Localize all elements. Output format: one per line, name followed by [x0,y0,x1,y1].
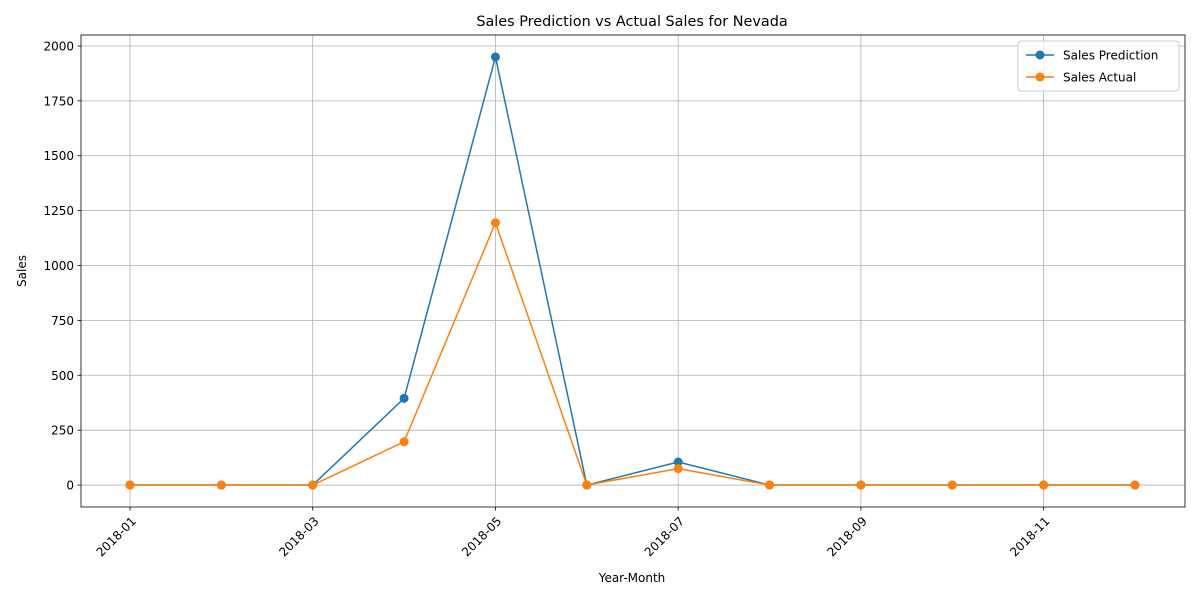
y-tick-label: 2000 [43,39,74,53]
y-tick-label: 1750 [43,94,74,108]
y-tick-label: 1500 [43,149,74,163]
data-point-actual [947,480,957,490]
data-point-actual [308,480,318,490]
y-tick-label: 1000 [43,259,74,273]
x-axis-label: Year-Month [598,571,666,585]
legend: Sales Prediction Sales Actual [1017,40,1180,92]
data-point-actual [490,218,500,228]
y-tick-label: 250 [51,424,74,438]
data-point-actual [399,437,409,447]
data-point-actual [1039,480,1049,490]
y-tick-label: 500 [51,369,74,383]
data-point-prediction [673,457,683,467]
legend-marker-prediction [1035,50,1045,60]
data-point-actual [125,480,135,490]
grid [81,35,1185,507]
plot-frame [80,34,1186,508]
y-tick-label: 0 [66,479,74,493]
y-axis-label: Sales [15,255,29,287]
data-point-actual [673,464,683,474]
data-point-actual [856,480,866,490]
legend-marker-actual [1035,72,1045,82]
y-tick-label: 1250 [43,204,74,218]
data-point-prediction [399,393,409,403]
series-layer [125,52,1140,490]
data-point-actual [765,480,775,490]
legend-label-actual: Sales Actual [1063,71,1136,85]
y-tick-label: 750 [51,314,74,328]
legend-label-prediction: Sales Prediction [1063,49,1158,63]
data-point-actual [216,480,226,490]
data-point-actual [582,480,592,490]
data-point-actual [1130,480,1140,490]
series-line-actual [130,221,1135,486]
data-point-prediction [490,52,500,62]
chart-title: Sales Prediction vs Actual Sales for Nev… [476,14,787,30]
legend-box [1017,40,1180,92]
